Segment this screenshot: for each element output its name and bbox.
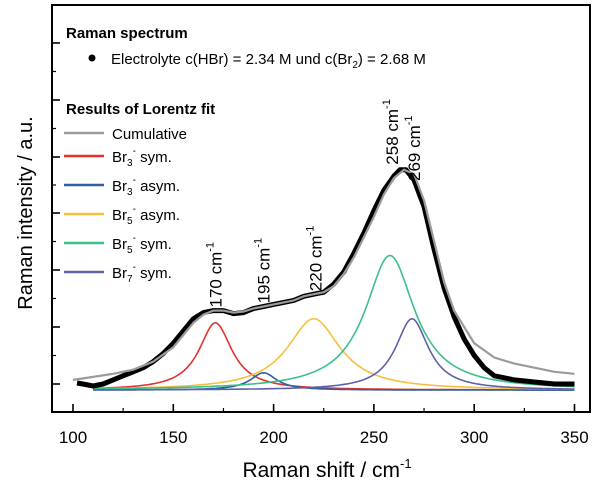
- series-br7-sym: [93, 317, 575, 391]
- x-axis-ticks: [72, 404, 576, 412]
- y-axis-ticks: [52, 42, 60, 385]
- x-tick-label: 150: [159, 428, 187, 447]
- legend-label-br7-sym: Br7- sym.: [112, 262, 172, 285]
- plot-frame: [51, 4, 591, 413]
- peak-label: 269 cm-1: [403, 115, 424, 181]
- peak-label: 220 cm-1: [305, 226, 326, 292]
- peak-label: 170 cm-1: [204, 242, 225, 308]
- x-axis-tick-labels: 100 150 200 250 300 350: [59, 428, 589, 447]
- x-tick-label: 200: [259, 428, 287, 447]
- x-tick-label: 250: [360, 428, 388, 447]
- x-tick-label: 300: [460, 428, 488, 447]
- legend-cumulative-label: Cumulative: [112, 126, 187, 143]
- legend-label-br5-sym: Br5- sym.: [112, 233, 172, 256]
- x-tick-label: 100: [59, 428, 87, 447]
- legend-measured-marker: [88, 54, 96, 62]
- peak-label: 258 cm-1: [381, 99, 402, 165]
- legend-fit-entries: Br3- sym. Br3- asym. Br5- asym. Br5- sym. Br…: [64, 146, 180, 285]
- x-axis-label: Raman shift / cm-1: [242, 456, 411, 482]
- legend-measured-label: Electrolyte c(HBr) = 2.34 M und c(Br2) =…: [111, 51, 426, 71]
- legend-section-raman-title: Raman spectrum: [66, 25, 188, 42]
- x-tick-label: 350: [560, 428, 588, 447]
- legend-label-br3-sym: Br3- sym.: [112, 146, 172, 169]
- peak-label: 195 cm-1: [253, 238, 274, 304]
- legend-label-br5-asym: Br5- asym.: [112, 204, 180, 227]
- y-axis-label: Raman intensity / a.u.: [15, 116, 37, 309]
- series-cumulative: [72, 168, 575, 381]
- legend-label-br3-asym: Br3- asym.: [112, 175, 180, 198]
- series-br5-asym: [93, 317, 575, 390]
- curves-group: [72, 167, 575, 391]
- series-br5-sym: [93, 254, 575, 390]
- legend: Raman spectrum Electrolyte c(HBr) = 2.34…: [64, 25, 426, 285]
- legend-section-fit-title: Results of Lorentz fit: [66, 101, 215, 118]
